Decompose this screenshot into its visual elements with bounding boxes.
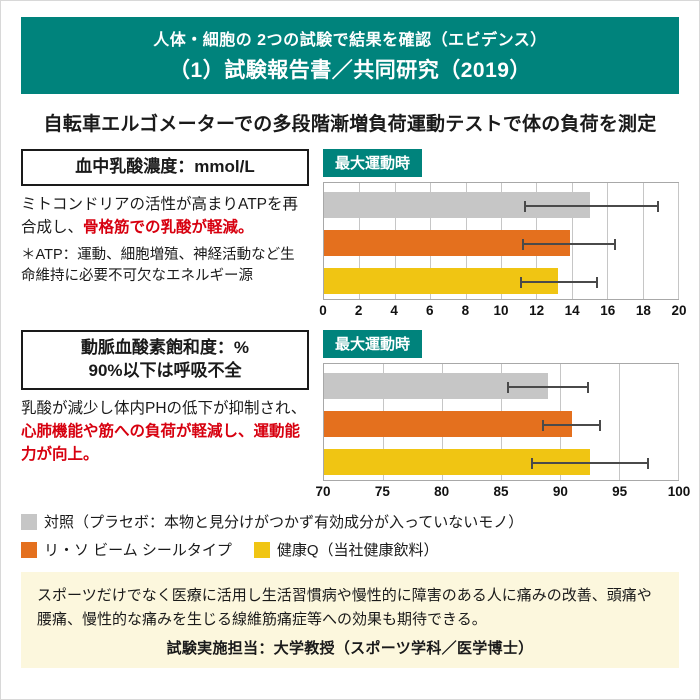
description-text: ミトコンドリアの活性が高まりATPを再合成し、 (21, 195, 298, 236)
x-tick-label: 90 (552, 484, 568, 499)
section-text-column: 動脈血酸素飽和度：% 90%以下は呼吸不全 乳酸が減少し体内PHの低下が抑制され… (21, 330, 309, 502)
footer-paragraph: スポーツだけでなく医療に活用し生活習慣病や慢性的に障害のある人に痛みの改善、頭痛… (37, 587, 652, 629)
metric-title-box: 動脈血酸素飽和度：% 90%以下は呼吸不全 (21, 330, 309, 390)
footer-note: スポーツだけでなく医療に活用し生活習慣病や慢性的に障害のある人に痛みの改善、頭痛… (21, 572, 679, 668)
chart-condition-badge: 最大運動時 (323, 330, 423, 358)
banner-subtitle: 人体・細胞の 2つの試験で結果を確認（エビデンス） (153, 32, 547, 49)
gridline (642, 183, 644, 299)
x-tick-label: 20 (671, 303, 687, 318)
metric-title-line2: 90%以下は呼吸不全 (88, 360, 242, 380)
description-text: 乳酸が減少し体内PHの低下が抑制され、 (21, 399, 307, 417)
error-bar-series-2 (530, 458, 649, 469)
section-blood-lactate: 血中乳酸濃度：mmol/L ミトコンドリアの活性が高まりATPを再合成し、骨格筋… (21, 149, 687, 321)
bar-series-1 (324, 411, 572, 437)
x-tick-label: 95 (612, 484, 628, 499)
chart-plot-area (323, 182, 679, 300)
chart-legend: 対照（プラセボ：本物と見分けがつかず有効成分が入っていないモノ） リ・ソ ビーム… (21, 511, 679, 560)
metric-title-box: 血中乳酸濃度：mmol/L (21, 149, 309, 186)
x-tick-label: 18 (635, 303, 651, 318)
error-bar-series-0 (524, 201, 659, 212)
error-bar-series-2 (520, 277, 599, 288)
section-description: ミトコンドリアの活性が高まりATPを再合成し、骨格筋での乳酸が軽減。 (21, 194, 309, 240)
banner-title: （1）試験報告書／共同研究（2019） (169, 59, 531, 82)
x-tick-label: 0 (319, 303, 327, 318)
metric-title-line1: 動脈血酸素飽和度：% (80, 338, 250, 357)
x-tick-label: 4 (390, 303, 398, 318)
legend-label-drink: 健康Q（当社健康飲料） (276, 542, 439, 559)
x-tick-label: 2 (354, 303, 363, 318)
x-tick-label: 8 (461, 303, 470, 318)
test-credit: 試験実施担当：大学教授（スポーツ学科／医学博士） (166, 639, 534, 657)
chart-x-axis: 70 75 80 85 90 95 100 (315, 484, 690, 502)
chart-x-axis: 0 2 4 6 8 10 12 14 16 18 20 (319, 303, 686, 321)
x-tick-label: 10 (493, 303, 509, 318)
header-banner: 人体・細胞の 2つの試験で結果を確認（エビデンス） （1）試験報告書／共同研究（… (21, 17, 679, 94)
legend-swatch-drink (253, 541, 270, 558)
legend-row-products: リ・ソ ビーム シールタイプ 健康Q（当社健康飲料） (21, 539, 679, 560)
chart-plot-area (323, 363, 679, 481)
section-oxygen-saturation: 動脈血酸素飽和度：% 90%以下は呼吸不全 乳酸が減少し体内PHの低下が抑制され… (21, 330, 690, 502)
chart-blood-lactate: 最大運動時 0 2 4 6 8 10 12 14 16 18 20 (319, 149, 687, 321)
chart-condition-badge: 最大運動時 (323, 149, 423, 177)
x-tick-label: 70 (315, 484, 331, 499)
gridline (607, 183, 609, 299)
x-tick-label: 12 (529, 303, 545, 318)
error-bar-series-1 (542, 420, 602, 431)
gridline (571, 183, 573, 299)
error-bar-series-0 (506, 382, 590, 393)
legend-row-control: 対照（プラセボ：本物と見分けがつかず有効成分が入っていないモノ） (21, 511, 679, 532)
highlight-text: 心肺機能や筋への負荷が軽減し、運動能力が向上。 (21, 422, 301, 463)
x-tick-label: 80 (434, 484, 450, 499)
error-bar-series-1 (522, 239, 617, 250)
section-description: 乳酸が減少し体内PHの低下が抑制され、心肺機能や筋への負荷が軽減し、運動能力が向… (21, 398, 309, 467)
x-tick-label: 75 (374, 484, 390, 499)
atp-note: ＊ATP：運動、細胞増殖、神経活動など生命維持に必要不可欠なエネルギー源 (21, 246, 295, 284)
chart-oxygen-saturation: 最大運動時 70 75 80 85 90 95 100 (315, 330, 690, 502)
gridline (678, 183, 679, 299)
gridline (619, 364, 620, 480)
section-text-column: 血中乳酸濃度：mmol/L ミトコンドリアの活性が高まりATPを再合成し、骨格筋… (21, 149, 309, 321)
legend-swatch-control (21, 513, 37, 530)
highlight-text: 骨格筋での乳酸が軽減。 (83, 218, 254, 236)
gridline (678, 364, 679, 480)
x-tick-label: 85 (493, 484, 509, 499)
x-tick-label: 100 (667, 484, 691, 499)
x-tick-label: 16 (600, 303, 616, 318)
legend-label-control: 対照（プラセボ：本物と見分けがつかず有効成分が入っていないモノ） (44, 514, 524, 531)
x-tick-label: 6 (426, 303, 434, 318)
page-subtitle: 自転車エルゴメーターでの多段階漸増負荷運動テストで体の負荷を測定 (43, 114, 657, 135)
legend-swatch-product (21, 541, 37, 558)
metric-title: 血中乳酸濃度：mmol/L (75, 157, 255, 176)
legend-label-product: リ・ソ ビーム シールタイプ (44, 542, 232, 559)
x-tick-label: 14 (564, 303, 580, 318)
bar-series-2 (324, 268, 558, 294)
